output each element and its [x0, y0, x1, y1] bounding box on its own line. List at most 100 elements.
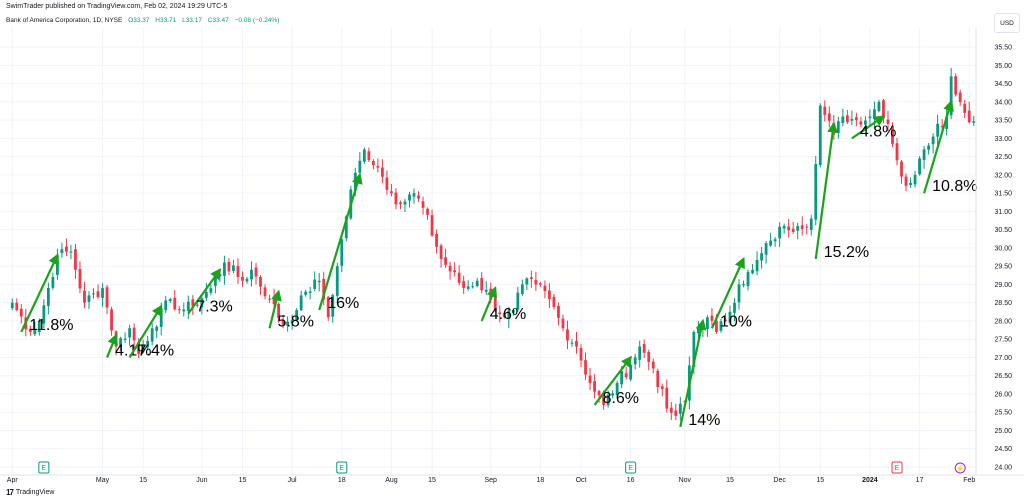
candle-body	[426, 208, 429, 215]
y-tick-label: 26.50	[994, 373, 1012, 380]
candle-body	[728, 311, 732, 323]
change-value: −0.08 (−0.24%)	[234, 17, 280, 24]
candle-body	[511, 310, 515, 313]
candle-body	[945, 116, 949, 129]
candle-body	[164, 300, 168, 311]
x-tick-label: 15	[428, 477, 436, 484]
candle-body	[268, 298, 271, 300]
tradingview-logo-icon: 17	[6, 488, 14, 497]
candle-body	[399, 202, 402, 205]
y-tick-label: 25.00	[994, 428, 1012, 435]
candle-body	[60, 249, 64, 254]
candle-body	[755, 260, 759, 272]
gain-arrow	[268, 289, 282, 329]
candle-body	[119, 338, 122, 347]
earnings-event-icon[interactable]: E	[891, 461, 903, 474]
candle-body	[317, 280, 321, 283]
y-tick-label: 31.00	[994, 209, 1012, 216]
candle-body	[710, 315, 714, 321]
candle-body	[724, 319, 727, 321]
y-tick-label: 29.50	[994, 264, 1012, 271]
candle-body	[706, 317, 709, 329]
candle-body	[800, 225, 804, 229]
candle-body	[381, 167, 384, 177]
candle-body	[624, 373, 628, 378]
dividend-event-icon[interactable]: ⚡	[954, 462, 966, 474]
y-tick-label: 35.50	[994, 45, 1012, 52]
y-tick-label: 28.00	[994, 318, 1012, 325]
candle-body	[796, 226, 800, 231]
candle-body	[715, 320, 718, 332]
candle-body	[931, 136, 935, 145]
candle-body	[760, 253, 763, 261]
gain-label: 7.3%	[196, 299, 232, 316]
candle-body	[877, 101, 881, 112]
candle-body	[146, 340, 150, 348]
y-tick-label: 26.00	[994, 391, 1012, 398]
candle-body	[620, 371, 624, 385]
candle-body	[719, 321, 723, 331]
gain-arrow	[480, 286, 497, 322]
tradingview-brand[interactable]: 17 TradingView	[6, 488, 54, 497]
event-label: E	[42, 465, 47, 472]
x-tick-label: 15	[726, 477, 734, 484]
y-tick-label: 34.50	[994, 81, 1012, 88]
candle-body	[651, 361, 655, 369]
candle-body	[403, 201, 407, 205]
candle-body	[669, 407, 673, 413]
candle-body	[453, 270, 457, 273]
candle-body	[87, 295, 91, 302]
candle-body	[656, 370, 660, 388]
high-value: H33.71	[155, 17, 177, 24]
candle-body	[886, 119, 890, 124]
candle-body	[101, 288, 104, 298]
candle-body	[742, 283, 745, 286]
candle-body	[313, 279, 317, 289]
candle-body	[629, 364, 633, 380]
ohlc-legend: Bank of America Corporation, 1D, NYSE O3…	[6, 17, 279, 24]
candle-body	[367, 151, 371, 161]
candle-body	[818, 105, 822, 166]
candle-body	[484, 289, 488, 292]
price-axis: 35.50 35.00 34.50 34.00 33.50 33.00 32.50 32.00…	[975, 28, 1012, 475]
candle-body	[787, 226, 791, 231]
x-tick-label: Jun	[196, 477, 207, 484]
symbol-title: Bank of America Corporation, 1D, NYSE	[6, 17, 123, 24]
candle-body	[177, 309, 181, 311]
currency-button[interactable]: USD	[994, 13, 1020, 33]
candle-body	[737, 284, 741, 303]
candle-body	[227, 261, 231, 272]
candle-body	[168, 299, 172, 301]
candle-body	[340, 239, 344, 266]
gain-label: 10.8%	[932, 178, 977, 195]
candle-body	[900, 161, 903, 177]
earnings-event-icon[interactable]: E	[336, 461, 348, 474]
candle-body	[746, 272, 750, 287]
candle-body	[155, 326, 159, 331]
candle-body	[173, 297, 177, 310]
event-label: E	[339, 465, 344, 472]
candle-body	[561, 318, 565, 329]
candle-body	[159, 308, 163, 327]
candle-body	[141, 345, 145, 352]
arrows-layer: 11.8%4.1%7.4%7.3%5.8%16%4.6%8.6%14%10%15…	[20, 99, 977, 429]
x-tick-label: Oct	[576, 477, 587, 484]
earnings-event-icon[interactable]: E	[38, 461, 50, 474]
candle-body	[534, 280, 538, 285]
gain-label: 10%	[720, 313, 752, 330]
earnings-event-icon[interactable]: E	[625, 461, 637, 474]
event-label: E	[895, 465, 900, 472]
x-tick-label: Dec	[773, 477, 786, 484]
gain-arrow	[593, 355, 633, 406]
y-tick-label: 30.50	[994, 227, 1012, 234]
candle-body	[471, 286, 475, 288]
candle-body	[466, 286, 470, 289]
candle-body	[507, 310, 511, 320]
candle-body	[963, 103, 967, 113]
gain-arrow	[814, 121, 839, 260]
y-tick-label: 24.00	[994, 465, 1012, 472]
candle-body	[809, 218, 813, 230]
x-tick-label: 15	[816, 477, 824, 484]
candle-body	[733, 302, 736, 313]
